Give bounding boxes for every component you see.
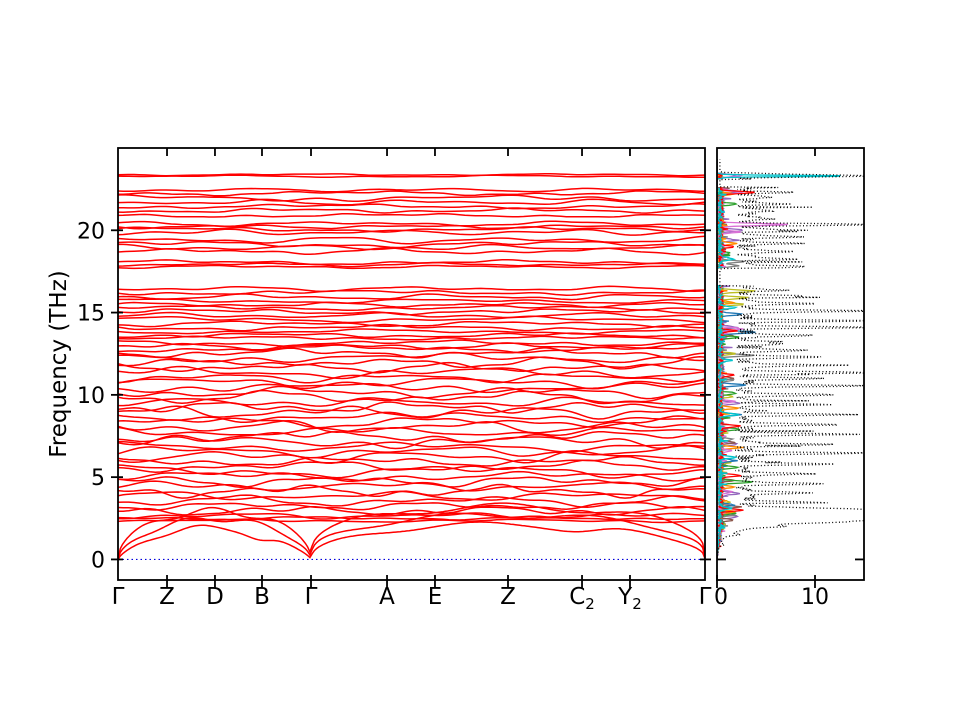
phonon-band-line	[118, 365, 705, 380]
acoustic-branch	[118, 521, 705, 560]
dos-axes-frame	[716, 147, 865, 581]
phonon-band-line	[118, 445, 705, 459]
phonon-band-line	[118, 194, 705, 203]
phonon-band-line	[118, 285, 705, 293]
k-point-label: Γ	[699, 584, 712, 610]
phonon-band-line	[118, 174, 705, 179]
phonon-band-line	[118, 332, 705, 339]
phonon-band-line	[118, 203, 705, 210]
y-tick-label: 20	[77, 219, 105, 244]
phonon-band-line	[118, 261, 705, 268]
y-axis-label: Frequency (THz)	[46, 270, 72, 458]
phonon-band-line	[118, 301, 705, 309]
phonon-band-line	[118, 518, 705, 524]
phonon-band-line	[118, 212, 705, 218]
y-tick-label: 15	[77, 302, 105, 327]
phonon-band-line	[118, 476, 705, 488]
y-tick-label: 10	[77, 384, 105, 409]
phonon-band-line	[118, 356, 705, 370]
phonon-band-line	[118, 501, 705, 511]
phonon-band-line	[118, 455, 705, 467]
phonon-band-line	[118, 505, 705, 516]
phonon-band-line	[118, 289, 705, 296]
k-point-label: Γ	[305, 584, 318, 610]
k-point-label: C2	[569, 584, 595, 613]
k-point-label: A	[379, 584, 395, 610]
y-tick-label: 0	[91, 548, 105, 573]
phonon-band-line	[118, 440, 705, 453]
phonon-band-line	[118, 426, 705, 436]
phonon-band-line	[118, 298, 705, 304]
band-structure-panel: 0 5 10 15 20 Γ Z D B Γ A E Z C2 Y2 Γ Frequency (THz)	[46, 147, 712, 613]
phonon-band-line	[118, 515, 705, 521]
total-dos-curve	[717, 159, 864, 560]
phonon-band-line	[118, 377, 705, 390]
phonon-band-line	[118, 344, 705, 354]
phonon-band-line	[118, 396, 705, 407]
k-point-label: Z	[500, 584, 516, 610]
phonon-band-line	[118, 258, 705, 266]
phonon-band-line	[118, 470, 705, 482]
phonon-band-line	[118, 389, 705, 405]
phonon-band-line	[118, 405, 705, 420]
phonon-band-line	[118, 335, 705, 341]
dos-x-tick-label: 10	[801, 585, 829, 610]
phonon-band-line	[118, 304, 705, 312]
dos-x-tick-label: 0	[714, 585, 728, 610]
k-point-label: Γ	[112, 584, 125, 610]
phonon-band-line	[118, 264, 705, 270]
phonon-band-line	[118, 373, 705, 384]
phonon-band-line	[118, 419, 705, 434]
phonon-band-line	[118, 173, 705, 177]
k-point-label: Y2	[617, 584, 642, 613]
y-tick-label: 5	[91, 466, 105, 491]
phonon-band-line	[118, 339, 705, 347]
phonon-band-line	[118, 235, 705, 245]
phonon-band-line	[118, 315, 705, 324]
phonon-band-line	[118, 293, 705, 301]
k-point-label: D	[206, 584, 224, 610]
phonon-band-line	[118, 434, 705, 450]
phonon-band-line	[118, 320, 705, 328]
phonon-band-line	[118, 401, 705, 414]
phonon-band-line	[118, 190, 705, 197]
phonon-band-line	[118, 228, 705, 236]
phonon-band-line	[118, 207, 705, 214]
acoustic-branch	[118, 512, 705, 560]
phonon-band-line	[118, 483, 705, 499]
phonon-band-line	[118, 198, 705, 206]
band-axes-frame	[117, 147, 706, 581]
phonon-band-line	[118, 226, 705, 233]
acoustic-branch	[118, 502, 705, 559]
phonon-band-line	[118, 415, 705, 429]
k-point-label: Z	[159, 584, 175, 610]
phonon-band-line	[118, 342, 705, 351]
phonon-band-line	[118, 220, 705, 228]
phonon-band-line	[118, 347, 705, 359]
phonon-band-line	[118, 243, 705, 251]
phonon-band-line	[118, 323, 705, 332]
partial-dos-curve-pdos-cyan	[717, 159, 841, 560]
phonon-band-line	[118, 459, 705, 473]
phonon-band-line	[118, 385, 705, 400]
k-point-label: E	[428, 584, 443, 610]
k-point-label: B	[254, 584, 270, 610]
phonon-band-line	[118, 308, 705, 316]
phonon-band-line	[118, 187, 705, 193]
phonon-band-line	[118, 430, 705, 443]
phonon-band-line	[118, 450, 705, 464]
phonon-band-line	[118, 328, 705, 335]
dos-panel: 0 10	[714, 147, 865, 610]
